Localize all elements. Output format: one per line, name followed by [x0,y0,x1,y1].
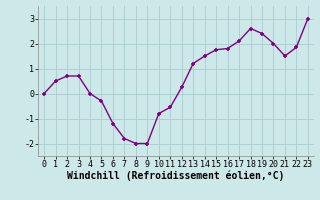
X-axis label: Windchill (Refroidissement éolien,°C): Windchill (Refroidissement éolien,°C) [67,171,285,181]
